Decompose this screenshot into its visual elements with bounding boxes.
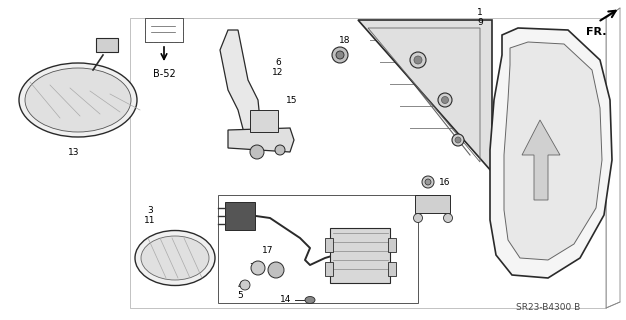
Polygon shape	[228, 128, 294, 152]
Ellipse shape	[414, 213, 423, 222]
Ellipse shape	[305, 297, 315, 303]
Text: 3: 3	[147, 205, 153, 214]
Bar	[388, 238, 396, 252]
Ellipse shape	[414, 56, 422, 64]
Text: SR23-B4300 B: SR23-B4300 B	[516, 303, 580, 313]
Text: 9: 9	[477, 18, 483, 27]
Text: 16: 16	[439, 178, 451, 187]
Text: 2: 2	[565, 76, 571, 84]
Text: 5: 5	[237, 292, 243, 300]
Polygon shape	[504, 42, 602, 260]
Text: 15: 15	[286, 95, 298, 105]
Text: 18: 18	[339, 36, 351, 44]
Text: 8: 8	[273, 263, 279, 273]
Bar	[145, 18, 183, 42]
Ellipse shape	[452, 134, 464, 146]
Text: 12: 12	[272, 68, 284, 76]
Polygon shape	[220, 30, 262, 148]
Text: 7: 7	[249, 263, 255, 273]
Text: 17: 17	[262, 245, 274, 254]
Text: 6: 6	[275, 58, 281, 67]
Ellipse shape	[422, 176, 434, 188]
Bar	[96, 38, 118, 52]
Text: 11: 11	[144, 215, 156, 225]
Ellipse shape	[336, 51, 344, 59]
Bar	[330, 228, 390, 283]
Ellipse shape	[19, 63, 137, 137]
Bar	[415, 195, 450, 213]
Ellipse shape	[251, 261, 265, 275]
Polygon shape	[522, 120, 560, 200]
Bar	[145, 18, 183, 42]
Ellipse shape	[441, 97, 448, 103]
Ellipse shape	[240, 280, 250, 290]
Ellipse shape	[443, 213, 453, 222]
Ellipse shape	[425, 179, 431, 185]
Ellipse shape	[410, 52, 426, 68]
Text: 4: 4	[237, 281, 243, 290]
Text: 1: 1	[477, 7, 483, 17]
Ellipse shape	[141, 236, 209, 280]
Ellipse shape	[268, 262, 284, 278]
Text: 13: 13	[68, 148, 80, 156]
Ellipse shape	[25, 68, 131, 132]
Bar	[218, 195, 418, 303]
Ellipse shape	[135, 230, 215, 285]
Polygon shape	[358, 20, 492, 172]
Text: 10: 10	[562, 87, 574, 97]
Bar	[388, 262, 396, 276]
Ellipse shape	[438, 93, 452, 107]
Ellipse shape	[250, 145, 264, 159]
Bar	[225, 202, 255, 230]
Bar	[250, 110, 278, 132]
Ellipse shape	[332, 47, 348, 63]
Text: 14: 14	[280, 295, 292, 305]
Ellipse shape	[455, 137, 461, 143]
Ellipse shape	[275, 145, 285, 155]
Bar	[325, 238, 333, 252]
Bar	[325, 262, 333, 276]
Text: FR.: FR.	[586, 27, 606, 37]
Polygon shape	[490, 28, 612, 278]
Text: B-52: B-52	[153, 69, 175, 79]
